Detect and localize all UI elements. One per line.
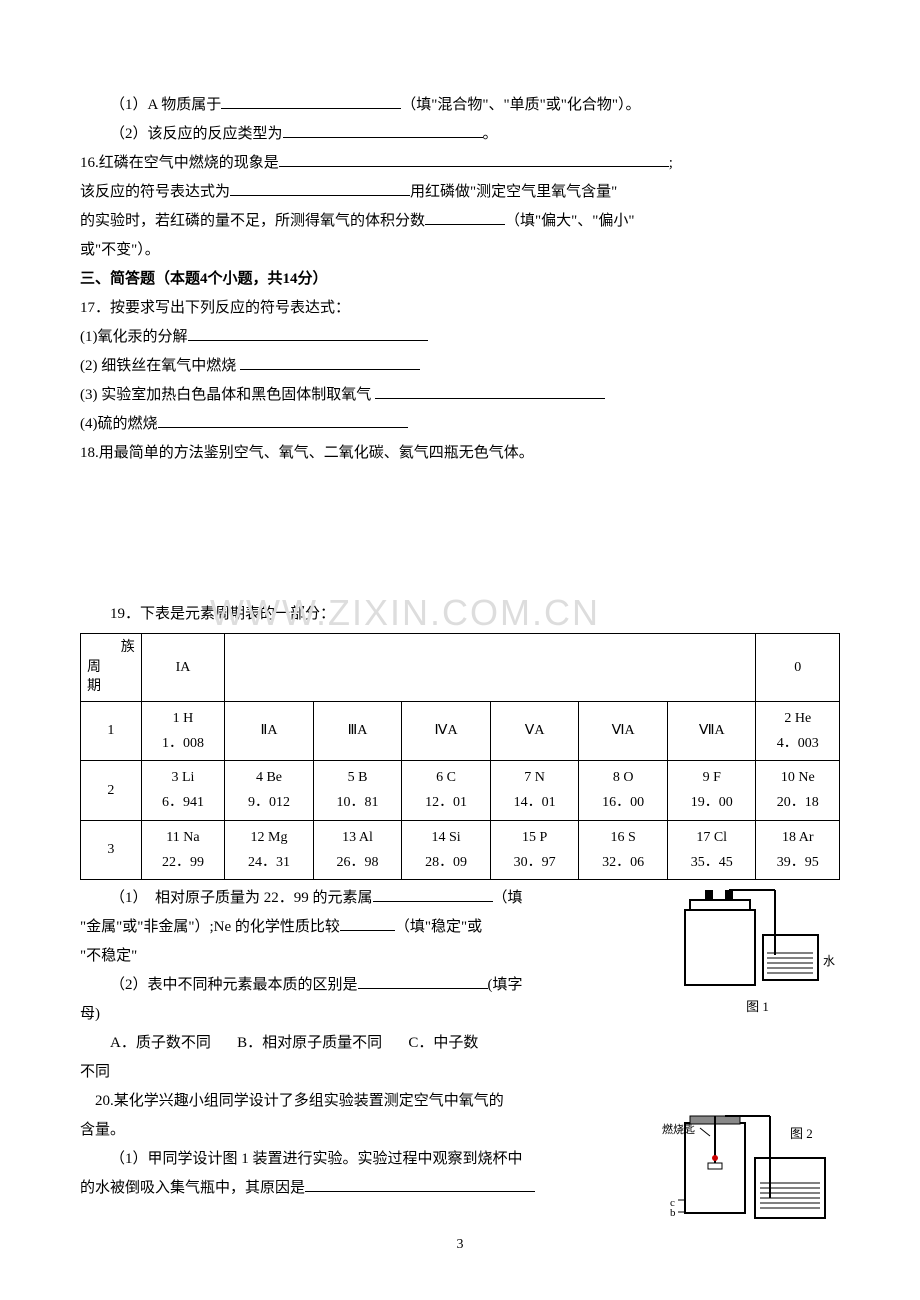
q19-optC: C．中子数 — [408, 1035, 478, 1051]
cell-na: 11 Na22．99 — [141, 820, 224, 879]
periodic-table: 族 周 期 IA 0 1 1 H1．008 ⅡA ⅢA ⅣA ⅤA ⅥA — [80, 633, 840, 880]
cell-iia: ⅡA — [225, 701, 314, 760]
q17-p3-text: (3) 实验室加热白色晶体和黑色固体制取氧气 — [80, 387, 375, 403]
q19-p2b: (填字 — [488, 977, 523, 993]
q17-p2: (2) 细铁丝在氧气中燃烧 — [80, 353, 840, 380]
section3-title: 三、简答题（本题4个小题，共14分） — [80, 266, 840, 293]
cell-li: 3 Li6．941 — [141, 761, 224, 820]
q15-part2: （2）该反应的反应类型为 。 — [80, 121, 840, 148]
spoon-label: 燃烧匙 — [662, 1122, 695, 1136]
cell-al: 13 Al26．98 — [313, 820, 402, 879]
cell-ar: 18 Ar39．95 — [756, 820, 840, 879]
q19-p1c: "金属"或"非金属"）;Ne 的化学性质比较 — [80, 919, 340, 935]
q19-optA: A．质子数不同 — [110, 1035, 211, 1051]
blank — [305, 1176, 535, 1192]
blank — [158, 412, 408, 428]
q19-p2a: （2）表中不同种元素最本质的区别是 — [110, 977, 358, 993]
q17-p2-text: (2) 细铁丝在氧气中燃烧 — [80, 358, 240, 374]
table-corner: 族 周 期 — [81, 634, 142, 702]
q19-p1b: （填 — [493, 890, 523, 906]
cell-via: ⅥA — [579, 701, 668, 760]
cell-zero: 0 — [756, 634, 840, 702]
blank — [283, 122, 483, 138]
q17-p4-text: (4)硫的燃烧 — [80, 416, 158, 432]
q16-line3: 的实验时，若红磷的量不足，所测得氧气的体积分数 （填"偏大"、"偏小" — [80, 208, 840, 235]
blank — [425, 209, 505, 225]
q15-p2-prefix: （2）该反应的反应类型为 — [110, 126, 283, 142]
period-1: 1 — [81, 701, 142, 760]
q17-stem: 17．按要求写出下列反应的符号表达式： — [80, 295, 840, 322]
q20-p1b: 的水被倒吸入集气瓶中，其原因是 — [80, 1180, 305, 1196]
q19-options: A．质子数不同 B．相对原子质量不同 C．中子数 — [80, 1030, 840, 1057]
cell-o: 8 O16．00 — [579, 761, 668, 820]
q16-line2: 该反应的符号表达式为 用红磷做"测定空气里氧气含量" — [80, 179, 840, 206]
cell-c: 6 C12．01 — [402, 761, 491, 820]
cell-s: 16 S32．06 — [579, 820, 668, 879]
svg-text:b: b — [670, 1207, 676, 1219]
period-label-2: 期 — [83, 677, 139, 697]
period-label-1: 周 — [83, 658, 139, 678]
blank — [221, 93, 401, 109]
q17-p4: (4)硫的燃烧 — [80, 411, 840, 438]
q19-optC2: 不同 — [80, 1059, 840, 1086]
cell-si: 14 Si28．09 — [402, 820, 491, 879]
figure-1: 水 图 1 — [675, 885, 840, 1018]
blank — [340, 915, 395, 931]
figure1-svg: 水 — [675, 885, 840, 995]
q16-l3-suffix: （填"偏大"、"偏小" — [505, 213, 635, 229]
watermark-text: WWW.ZIXIN.COM.CN — [210, 581, 600, 646]
cell-iva: ⅣA — [402, 701, 491, 760]
period-2: 2 — [81, 761, 142, 820]
cell-f: 9 F19．00 — [667, 761, 756, 820]
q17-p1-text: (1)氧化汞的分解 — [80, 329, 188, 345]
q15-p1-prefix: （1）A 物质属于 — [110, 97, 221, 113]
cell-he: 2 He4．003 — [756, 701, 840, 760]
q17-p3: (3) 实验室加热白色晶体和黑色固体制取氧气 — [80, 382, 840, 409]
cell-iiia: ⅢA — [313, 701, 402, 760]
q16-l2-mid: 用红磷做"测定空气里氧气含量" — [410, 184, 617, 200]
figure2-svg: 燃烧匙 c b 图 2 — [660, 1088, 840, 1228]
cell-n: 7 N14．01 — [490, 761, 579, 820]
cell-viia: ⅦA — [667, 701, 756, 760]
cell-cl: 17 Cl35．45 — [667, 820, 756, 879]
q15-part1: （1）A 物质属于 （填"混合物"、"单质"或"化合物"）。 — [80, 92, 840, 119]
q16-l2-prefix: 该反应的符号表达式为 — [80, 184, 230, 200]
page-number: 3 — [80, 1232, 840, 1257]
blank — [188, 325, 428, 341]
q19-optB: B．相对原子质量不同 — [237, 1035, 382, 1051]
cell-be: 4 Be9．012 — [225, 761, 314, 820]
blank — [279, 151, 669, 167]
q16-line1: 16.红磷在空气中燃烧的现象是; — [80, 150, 840, 177]
cell-p: 15 P30．97 — [490, 820, 579, 879]
q15-p2-suffix: 。 — [483, 126, 498, 142]
q17-p1: (1)氧化汞的分解 — [80, 324, 840, 351]
cell-mg: 12 Mg24．31 — [225, 820, 314, 879]
cell-b: 5 B10．81 — [313, 761, 402, 820]
q19-p1a: （1） 相对原子质量为 22．99 的元素属 — [110, 890, 373, 906]
water-label: 水 — [823, 954, 835, 968]
family-label: 族 — [83, 638, 139, 658]
cell-va: ⅤA — [490, 701, 579, 760]
blank — [373, 886, 493, 902]
q18-text: 18.用最简单的方法鉴别空气、氧气、二氧化碳、氦气四瓶无色气体。 — [80, 440, 840, 467]
q16-line4: 或"不变"）。 — [80, 237, 840, 264]
period-3: 3 — [81, 820, 142, 879]
fig2-label-inline: 图 2 — [790, 1126, 813, 1141]
figure-2: 燃烧匙 c b 图 2 — [660, 1088, 840, 1228]
blank — [375, 383, 605, 399]
q16-l1-suffix: ; — [669, 155, 673, 171]
q15-p1-suffix: （填"混合物"、"单质"或"化合物"）。 — [401, 97, 640, 113]
blank — [358, 973, 488, 989]
blank — [230, 180, 410, 196]
blank — [240, 354, 420, 370]
cell-h: 1 H1．008 — [141, 701, 224, 760]
q19-p1d: （填"稳定"或 — [395, 919, 482, 935]
q16-l1-prefix: 16.红磷在空气中燃烧的现象是 — [80, 155, 279, 171]
q16-l3-prefix: 的实验时，若红磷的量不足，所测得氧气的体积分数 — [80, 213, 425, 229]
fig1-label: 图 1 — [675, 995, 840, 1018]
cell-ne: 10 Ne20．18 — [756, 761, 840, 820]
